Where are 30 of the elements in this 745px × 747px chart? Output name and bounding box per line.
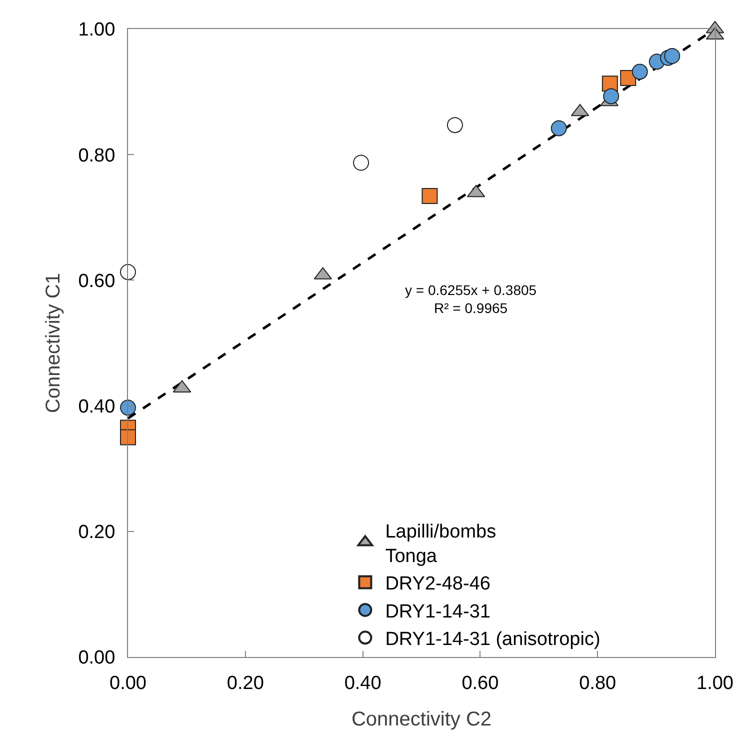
y-tick-label: 0.80 xyxy=(78,145,116,166)
y-tick-label: 0.00 xyxy=(78,648,116,669)
point xyxy=(550,120,567,136)
y-axis-title: Connectivity C1 xyxy=(42,272,65,414)
point xyxy=(664,48,680,64)
legend-label: DRY1-14-31 (anisotropic) xyxy=(385,629,600,650)
legend-label: Lapilli/bombs Tonga xyxy=(385,521,496,567)
x-tick-label: 0.40 xyxy=(344,672,382,694)
point xyxy=(603,88,620,104)
y-tick-label: 0.60 xyxy=(78,270,116,292)
point xyxy=(120,429,136,446)
legend-label: DRY1-14-31 xyxy=(385,601,490,622)
point xyxy=(120,400,136,416)
x-tick-label: 0.80 xyxy=(579,672,616,694)
annotation: y = 0.6255x + 0.3805 R² = 0.9965 xyxy=(405,282,537,316)
point xyxy=(632,64,648,80)
x-tick-label: 1.00 xyxy=(696,672,734,694)
point xyxy=(353,154,370,171)
y-tick-label: 0.20 xyxy=(78,522,116,544)
x-tick-label: 0.20 xyxy=(226,672,264,694)
point xyxy=(422,188,438,204)
x-axis-title: Connectivity C2 xyxy=(351,708,492,730)
x-tick-label: 0.00 xyxy=(110,672,146,694)
y-tick-label: 0.40 xyxy=(78,396,116,418)
legend-label: DRY2-48-46 xyxy=(385,574,490,595)
point xyxy=(620,70,636,86)
point xyxy=(446,117,463,134)
point xyxy=(120,264,136,280)
x-tick-label: 0.60 xyxy=(462,672,499,694)
y-tick-label: 1.00 xyxy=(78,20,116,41)
